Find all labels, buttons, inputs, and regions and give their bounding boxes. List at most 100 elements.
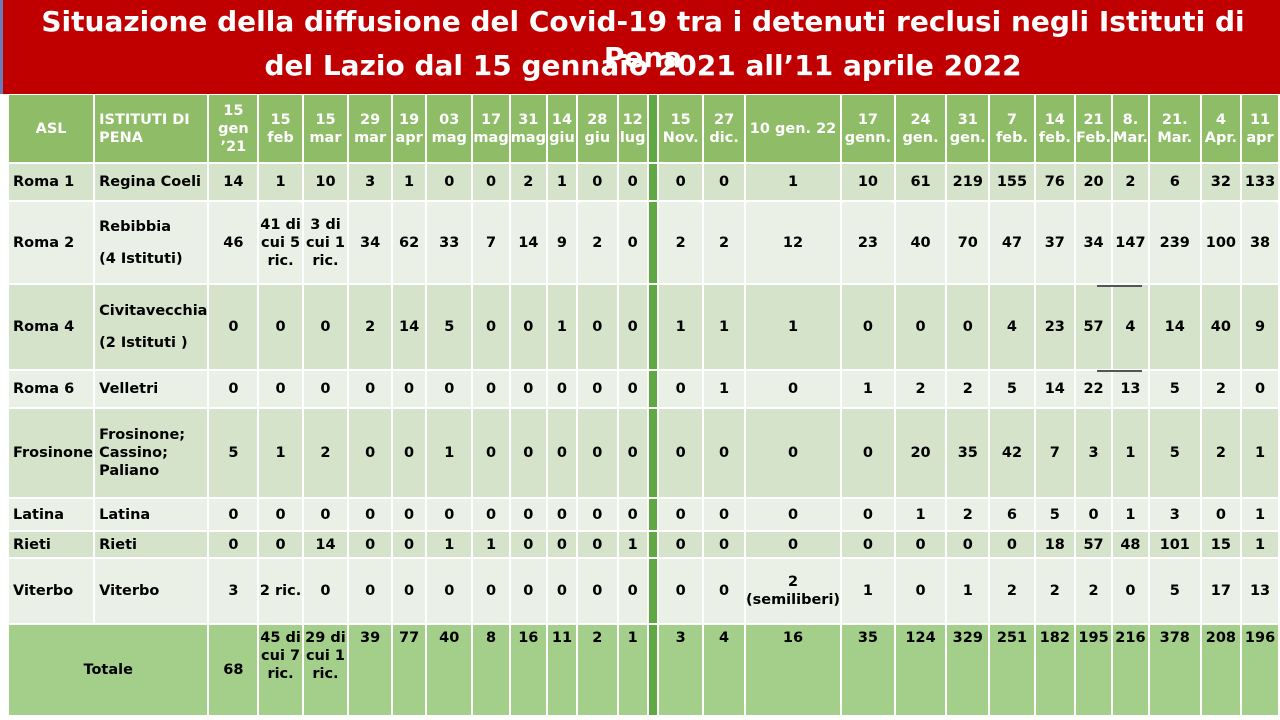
- value-cell: 0: [1241, 370, 1280, 409]
- header-date: 31 mag: [509, 95, 548, 164]
- value-cell: 0: [989, 531, 1036, 559]
- value-cell: 0: [841, 284, 896, 371]
- value-cell: 147: [1112, 201, 1150, 285]
- istituto-cell: Civitavecchia (2 Istituti ): [94, 284, 210, 371]
- value-cell: 1: [658, 284, 705, 371]
- header-date: 8. Mar.: [1112, 95, 1150, 164]
- value-cell: 1: [841, 370, 896, 409]
- value-cell: 10: [302, 163, 350, 202]
- value-cell: 2: [1112, 163, 1150, 202]
- istituto-cell: Frosinone; Cassino; Paliano: [94, 408, 210, 499]
- value-cell: 57: [1075, 531, 1114, 559]
- value-cell: 1: [1112, 498, 1150, 532]
- header-date: 12 lug: [617, 95, 649, 164]
- value-cell: 6: [989, 498, 1036, 532]
- value-cell: 219: [946, 163, 991, 202]
- total-cell: 195: [1075, 624, 1114, 717]
- istituto-count: (2 Istituti ): [99, 335, 188, 351]
- total-cell: 77: [392, 624, 428, 717]
- value-cell: 0: [703, 558, 746, 625]
- value-cell: 1: [392, 163, 428, 202]
- value-cell: 14: [392, 284, 428, 371]
- total-cell: 216: [1112, 624, 1150, 717]
- total-cell: 39: [348, 624, 394, 717]
- header-date: 27 dic.: [703, 95, 746, 164]
- value-cell: 0: [841, 408, 896, 499]
- column-separator: [647, 163, 660, 202]
- value-cell: 0: [744, 531, 843, 559]
- value-cell: 0: [617, 558, 649, 625]
- value-cell: 0: [744, 408, 843, 499]
- value-cell: 0: [658, 408, 705, 499]
- total-cell: 329: [946, 624, 991, 717]
- title-line-2: del Lazio dal 15 gennaio 2021 all’11 apr…: [264, 49, 1022, 82]
- value-cell: 1: [1241, 498, 1280, 532]
- value-cell: 34: [1075, 201, 1114, 285]
- value-cell: 0: [302, 498, 350, 532]
- value-cell: 4: [1112, 284, 1150, 371]
- value-cell: 5: [1034, 498, 1077, 532]
- table-row: Roma 4 Civitavecchia (2 Istituti ) 0 0 0 2 14 5 0…: [9, 284, 1280, 371]
- value-cell: 3: [1075, 408, 1114, 499]
- value-cell: 9: [546, 201, 578, 285]
- header-date: 29 mar: [348, 95, 394, 164]
- table-row: Roma 6 Velletri 0 0 0 0 0 0 0 0 0 0 0 0 1 0 1 2 2 5 14 22 13 5 2…: [9, 370, 1280, 409]
- totals-row: Totale 68 45 di cui 7 ric. 29 di cui 1 ric.…: [9, 624, 1280, 717]
- total-cell: 2: [576, 624, 619, 717]
- header-date: 15 Nov.: [658, 95, 705, 164]
- value-cell: 2: [946, 498, 991, 532]
- value-cell: 0: [946, 284, 991, 371]
- column-separator: [647, 370, 660, 409]
- value-cell: 133: [1241, 163, 1280, 202]
- value-cell: 46: [208, 201, 260, 285]
- total-cell: 378: [1148, 624, 1202, 717]
- table-row: Latina Latina 0 0 0 0 0 0 0 0 0 0 0 0 0 0 0 1 2 6 5 0 1 3 0 1: [9, 498, 1280, 532]
- value-cell: 0: [472, 408, 511, 499]
- total-cell: 196: [1241, 624, 1280, 717]
- value-cell: 0: [617, 201, 649, 285]
- total-cell: 40: [426, 624, 474, 717]
- value-cell: 0: [208, 531, 260, 559]
- value-cell: 33: [426, 201, 474, 285]
- value-cell: 0: [658, 498, 705, 532]
- istituto-name: Civitavecchia: [99, 303, 208, 319]
- asl-cell: Frosinone: [9, 408, 96, 499]
- value-cell: 35: [946, 408, 991, 499]
- value-cell: 0: [703, 408, 746, 499]
- value-cell: 13: [1241, 558, 1280, 625]
- istituto-name: Regina Coeli: [99, 174, 202, 190]
- total-cell: 4: [703, 624, 746, 717]
- value-cell: 0: [546, 408, 578, 499]
- title-banner: Situazione della diffusione del Covid-19…: [0, 0, 1280, 94]
- value-cell: 70: [946, 201, 991, 285]
- value-cell: 1: [1241, 531, 1280, 559]
- value-cell: 2 ric.: [258, 558, 304, 625]
- header-date: 31 gen.: [946, 95, 991, 164]
- value-cell: 7: [1034, 408, 1077, 499]
- value-cell: 239: [1148, 201, 1202, 285]
- header-date: 03 mag: [426, 95, 474, 164]
- value-cell: 17: [1200, 558, 1243, 625]
- value-cell: 20: [894, 408, 948, 499]
- total-cell: 1: [617, 624, 649, 717]
- column-separator: [647, 201, 660, 285]
- column-separator: [647, 624, 660, 717]
- value-cell: 1: [841, 558, 896, 625]
- value-cell: 101: [1148, 531, 1202, 559]
- column-separator: [647, 408, 660, 499]
- value-cell: 0: [617, 408, 649, 499]
- value-cell: 1: [1241, 408, 1280, 499]
- header-date: 11 apr: [1241, 95, 1280, 164]
- value-cell: 0: [302, 558, 350, 625]
- value-cell: 0: [576, 163, 619, 202]
- table-row: Rieti Rieti 0 0 14 0 0 1 1 0 0 0 1 0 0 0 0 0 0 0 18 57 48 101 15…: [9, 531, 1280, 559]
- table-row: Viterbo Viterbo 3 2 ric. 0 0 0 0 0 0 0 0 0 0 0 2 (semil…: [9, 558, 1280, 625]
- value-cell: 18: [1034, 531, 1077, 559]
- total-cell: 208: [1200, 624, 1243, 717]
- value-cell: 0: [258, 531, 304, 559]
- value-cell: 3: [348, 163, 394, 202]
- total-cell: 35: [841, 624, 896, 717]
- value-cell: 0: [576, 558, 619, 625]
- value-cell: 0: [472, 284, 511, 371]
- value-cell: 23: [841, 201, 896, 285]
